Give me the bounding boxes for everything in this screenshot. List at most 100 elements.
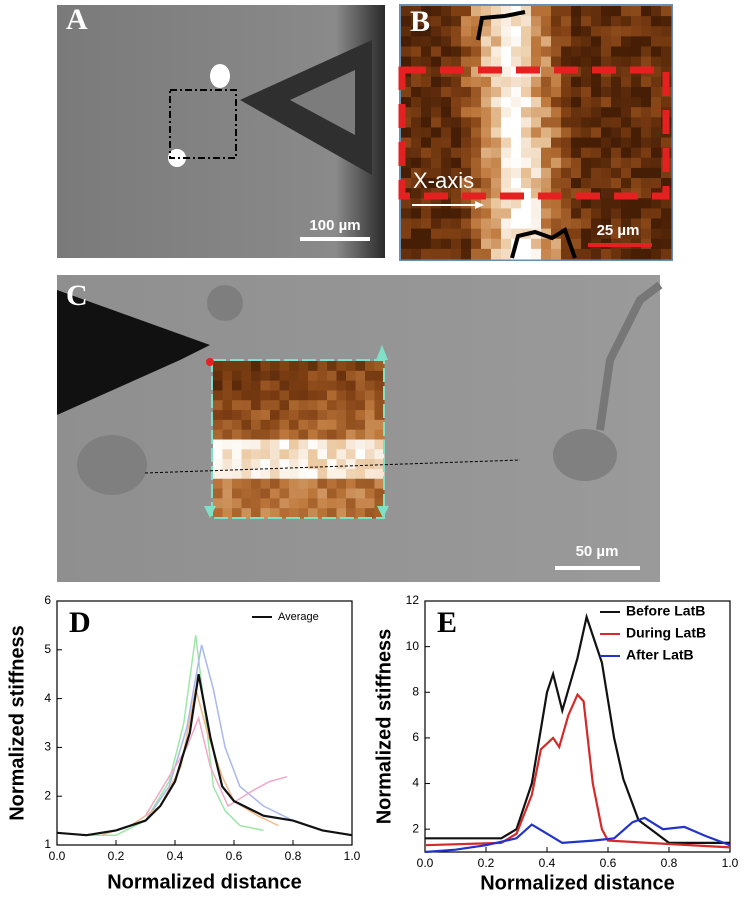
heatmap-cell — [270, 468, 280, 480]
line — [115, 644, 294, 832]
heatmap-cell — [336, 488, 347, 499]
heatmap-cell — [661, 46, 672, 58]
heatmap-cell — [591, 97, 602, 108]
heatmap-cell — [431, 248, 442, 260]
heatmap-cell — [451, 147, 462, 159]
heatmap-cell — [501, 66, 512, 78]
heatmap-cell — [222, 410, 233, 421]
heatmap-cell — [346, 468, 356, 480]
heatmap-cell — [441, 26, 452, 37]
heatmap-cell — [521, 248, 532, 260]
heatmap-cell — [581, 218, 592, 230]
heatmap-cell — [222, 370, 233, 382]
heatmap-cell — [222, 459, 233, 470]
heatmap-cell — [591, 167, 602, 179]
heatmap-cell — [232, 478, 242, 490]
heatmap-cell — [451, 76, 462, 88]
heatmap-cell — [491, 218, 502, 230]
heatmap-cell — [327, 419, 337, 431]
x-tick-label: 0.8 — [285, 849, 302, 863]
heatmap-cell — [631, 117, 642, 128]
heatmap-cell — [451, 46, 462, 58]
y-tick-label: 8 — [412, 684, 419, 698]
heatmap-cell — [521, 178, 532, 189]
heatmap-cell — [601, 178, 612, 189]
heatmap-cell — [641, 228, 652, 240]
heatmap-cell — [336, 361, 347, 372]
heatmap-cell — [471, 16, 482, 27]
heatmap-cell — [511, 157, 522, 169]
heatmap-cell — [521, 16, 532, 27]
heatmap-cell — [298, 508, 309, 519]
heatmap-cell — [611, 167, 622, 179]
heatmap-cell — [222, 478, 233, 490]
heatmap-cell — [591, 46, 602, 58]
heatmap-cell — [481, 76, 492, 88]
heatmap-cell — [551, 97, 562, 108]
heatmap-cell — [561, 6, 572, 17]
heatmap-cell — [251, 488, 261, 499]
heatmap-cell — [279, 419, 290, 431]
heatmap-cell — [260, 478, 271, 490]
heatmap-cell — [491, 167, 502, 179]
heatmap-cell — [401, 107, 412, 118]
heatmap-cell — [308, 498, 318, 509]
heatmap-cell — [451, 16, 462, 27]
heatmap-cell — [611, 76, 622, 88]
heatmap-cell — [591, 36, 602, 47]
heatmap-cell — [421, 16, 432, 27]
heatmap-cell — [481, 178, 492, 189]
heatmap-cell — [411, 107, 422, 118]
heatmap-cell — [561, 157, 572, 169]
plot-frame — [424, 600, 731, 853]
y-tick-label: 2 — [44, 788, 51, 802]
heatmap-cell — [571, 46, 582, 58]
heatmap-cell — [346, 449, 356, 460]
heatmap-cell — [541, 137, 552, 149]
heatmap-cell — [621, 76, 632, 88]
heatmap-cell — [621, 147, 632, 159]
heatmap-cell — [621, 167, 632, 179]
heatmap-cell — [222, 400, 233, 411]
heatmap-cell — [270, 429, 280, 440]
heatmap-cell — [260, 429, 271, 440]
heatmap-cell — [401, 218, 412, 230]
heatmap-cell — [374, 478, 385, 490]
heatmap-cell — [611, 6, 622, 17]
heatmap-cell — [411, 16, 422, 27]
heatmap-cell — [541, 107, 552, 118]
heatmap-cell — [541, 76, 552, 88]
heatmap-cell — [571, 107, 582, 118]
heatmap-cell — [471, 36, 482, 47]
heatmap-cell — [411, 56, 422, 68]
heatmap-cell — [222, 498, 233, 509]
x-tick-label: 0.0 — [417, 856, 434, 870]
heatmap-cell — [431, 137, 442, 149]
heatmap-cell — [355, 468, 366, 480]
heatmap-cell — [431, 86, 442, 98]
heatmap-cell — [601, 208, 612, 220]
heatmap-cell — [327, 410, 337, 421]
heatmap-cell — [591, 198, 602, 209]
heatmap-cell — [355, 478, 366, 490]
heatmap-cell — [441, 228, 452, 240]
y-tick-label: 4 — [412, 776, 419, 790]
heatmap-cell — [411, 248, 422, 260]
heatmap-cell — [531, 26, 542, 37]
heatmap-cell — [441, 127, 452, 139]
heatmap-cell — [641, 46, 652, 58]
heatmap-cell — [355, 439, 366, 450]
heatmap-cell — [251, 410, 261, 421]
heatmap-cell — [521, 218, 532, 230]
line — [86, 635, 264, 836]
heatmap-cell — [451, 36, 462, 47]
heatmap-cell — [317, 488, 328, 499]
heatmap-cell — [511, 76, 522, 88]
heatmap-cell — [308, 370, 318, 382]
heatmap-cell — [621, 218, 632, 230]
heatmap-cell — [501, 6, 512, 17]
heatmap-cell — [411, 6, 422, 17]
heatmap-cell — [365, 478, 375, 490]
heatmap-cell — [591, 56, 602, 68]
